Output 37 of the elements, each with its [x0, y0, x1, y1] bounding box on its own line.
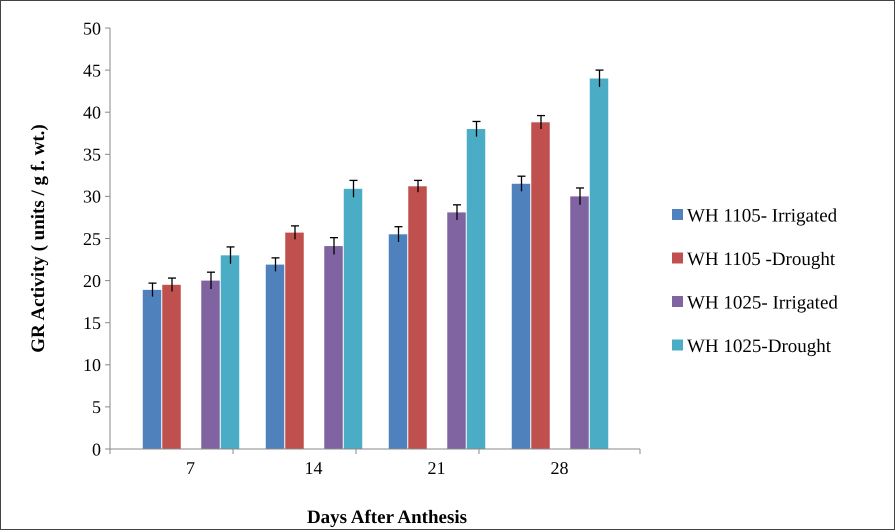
x-tick-label: 21	[428, 458, 446, 478]
x-axis-title: Days After Anthesis	[306, 507, 468, 528]
y-tick-label: 40	[83, 102, 101, 122]
legend-label: WH 1105- Irrigated	[687, 206, 838, 227]
y-tick-label: 5	[92, 397, 101, 418]
bar	[447, 212, 466, 449]
bar	[408, 186, 427, 449]
x-tick-label: 14	[304, 458, 322, 478]
bar	[590, 78, 608, 449]
bar	[220, 255, 240, 449]
bar	[388, 234, 408, 449]
bar	[466, 129, 486, 449]
bar	[162, 284, 181, 449]
legend-label: WH 1025-Drought	[687, 336, 832, 358]
x-tick-label: 7	[186, 458, 195, 478]
bar	[531, 122, 550, 449]
y-tick-label: 30	[83, 186, 101, 207]
legend-label: WH 1025- Irrigated	[687, 292, 838, 314]
y-tick-label: 10	[83, 355, 101, 376]
x-tick-label: 28	[550, 458, 568, 478]
bar	[344, 188, 362, 449]
y-tick-label: 20	[83, 270, 101, 291]
bar	[324, 246, 343, 449]
y-tick-label: 25	[83, 228, 101, 249]
y-tick-label: 50	[83, 18, 101, 38]
bar	[201, 280, 220, 449]
bar	[285, 232, 304, 449]
y-tick-label: 0	[92, 439, 101, 460]
y-tick-label: 35	[83, 144, 101, 165]
bar	[570, 196, 589, 449]
bar	[266, 264, 284, 449]
bar	[142, 290, 162, 449]
bar	[512, 184, 530, 449]
y-axis-title: GR Activity ( units / g f. wt.)	[28, 124, 49, 353]
legend-label: WH 1105 -Drought	[687, 249, 836, 270]
y-tick-label: 15	[83, 313, 101, 333]
y-tick-label: 45	[83, 60, 101, 80]
